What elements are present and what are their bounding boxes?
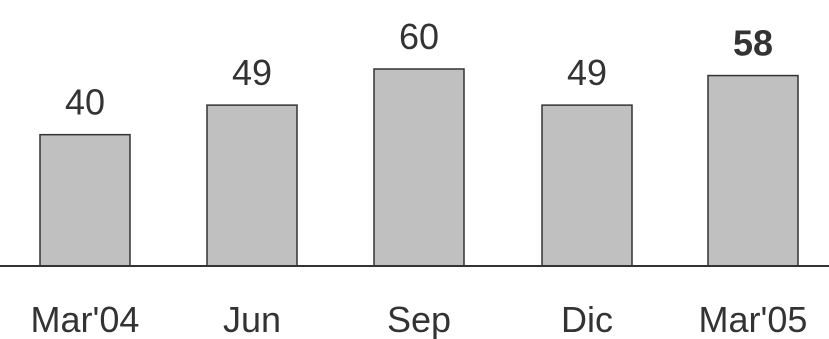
bar-4 [707, 74, 799, 267]
bar-0 [39, 133, 131, 267]
category-label-2: Sep [387, 299, 451, 339]
value-label-2: 60 [399, 16, 439, 57]
value-labels-group: 40 49 60 49 58 [65, 16, 773, 123]
bar-1 [206, 104, 298, 267]
bar-3 [541, 104, 633, 267]
bar-2 [373, 68, 465, 267]
value-label-0: 40 [65, 82, 105, 123]
category-labels-group: Mar'04 Jun Sep Dic Mar'05 [31, 299, 808, 339]
value-label-4: 58 [733, 23, 773, 64]
category-label-4: Mar'05 [699, 299, 808, 339]
value-label-1: 49 [232, 52, 272, 93]
category-label-1: Jun [223, 299, 281, 339]
value-label-3: 49 [567, 52, 607, 93]
category-label-3: Dic [561, 299, 613, 339]
category-label-0: Mar'04 [31, 299, 140, 339]
bars-group [39, 68, 799, 267]
